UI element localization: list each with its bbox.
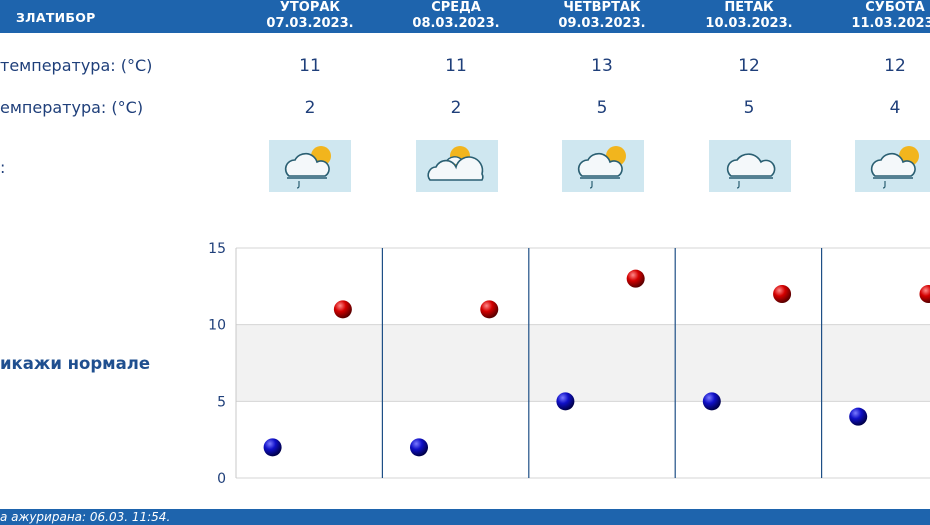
max-temp-value: 12 [884,56,906,76]
max-temp-label: температура: (°C) [0,56,153,75]
cloud-sun-icon [416,140,498,192]
max-temp-point [773,285,792,303]
min-temp-value: 2 [450,98,462,118]
station-name: ЗЛАТИБОР [16,10,96,25]
y-tick-label: 10 [208,318,226,334]
day-name: УТОРАК [279,0,341,15]
y-tick-label: 0 [217,471,226,487]
day-date: 11.03.2023. [851,16,930,31]
day-date: 09.03.2023. [558,16,646,31]
last-updated-text: а ажурирана: 06.03. 11:54. [0,510,171,524]
cloud-rain-icon [709,140,791,192]
min-temp-label: емпература: (°C) [0,98,144,117]
day-header-4: ПЕТАК 10.03.2023. [679,0,819,31]
cloud-sun-rain-icon [562,140,644,192]
min-temp-value: 4 [889,98,901,118]
max-temp-value: 11 [445,56,467,76]
min-temp-point [702,392,721,411]
cloud-sun-rain-icon [855,140,930,192]
y-tick-label: 15 [208,241,226,257]
max-temp-value: 11 [299,56,321,76]
y-tick-label: 5 [217,394,226,410]
min-temp-point [410,438,428,457]
header-bar: ЗЛАТИБОР УТОРАК 07.03.2023. СРЕДА 08.03.… [0,0,930,33]
max-temp-point [626,269,645,288]
max-temp-point [333,300,352,319]
day-name: СРЕДА [431,0,481,15]
max-temp-value: 12 [738,56,760,76]
normal-range-band [236,324,930,402]
day-name: ПЕТАК [724,0,774,15]
min-temp-value: 2 [304,98,316,118]
min-temp-value: 5 [596,98,608,118]
show-normals-toggle[interactable]: икажи нормале [0,354,151,373]
day-header-1: УТОРАК 07.03.2023. [240,0,380,31]
cloud-sun-rain-icon [269,140,351,192]
min-temp-point [849,407,868,426]
day-date: 08.03.2023. [412,16,500,31]
footer-bar: а ажурирана: 06.03. 11:54. [0,509,930,525]
day-header-5: СУБОТА 11.03.2023. [825,0,930,31]
day-name: СУБОТА [865,0,925,15]
day-name: ЧЕТВРТАК [563,0,641,15]
day-header-3: ЧЕТВРТАК 09.03.2023. [532,0,672,31]
day-header-2: СРЕДА 08.03.2023. [386,0,526,31]
day-date: 07.03.2023. [266,16,354,31]
min-temp-value: 5 [743,98,755,118]
max-temp-value: 13 [591,56,613,76]
weather-label: : [0,158,6,177]
max-temp-point [919,285,930,303]
day-date: 10.03.2023. [705,16,793,31]
min-temp-point [263,438,282,457]
temperature-chart: 0 5 10 15 [208,241,930,487]
max-temp-point [480,300,499,319]
min-temp-point [556,392,575,411]
